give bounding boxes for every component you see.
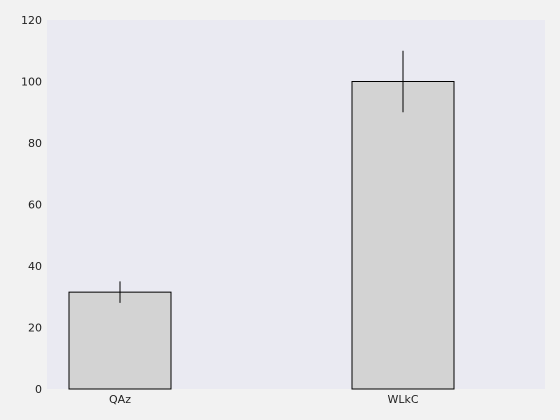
x-tick-label: WLkC	[387, 393, 418, 406]
x-axis: QAz WLkC	[109, 393, 419, 406]
bar-wlkc	[351, 81, 455, 390]
y-tick-label: 120	[21, 14, 42, 27]
y-tick-label: 80	[28, 137, 42, 150]
error-bars-group	[119, 50, 404, 303]
y-tick-label: 100	[21, 76, 42, 89]
y-tick-label: 0	[35, 383, 42, 396]
bar-qaz	[68, 291, 172, 390]
y-tick-label: 60	[28, 199, 42, 212]
y-tick-label: 40	[28, 260, 42, 273]
y-axis: 0 20 40 60 80 100 120	[21, 14, 42, 396]
y-tick-label: 20	[28, 322, 42, 335]
x-tick-label: QAz	[109, 393, 131, 406]
